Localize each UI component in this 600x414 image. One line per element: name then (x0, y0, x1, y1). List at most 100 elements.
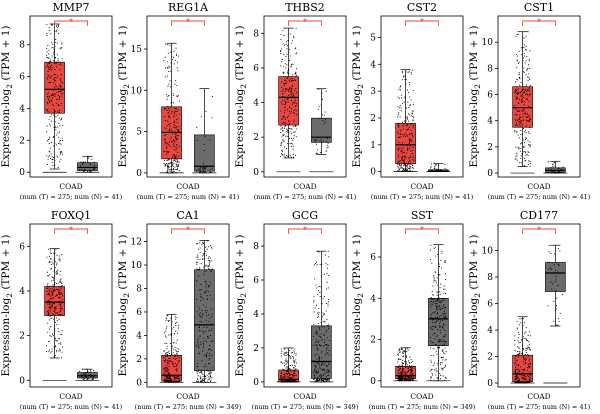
data-point (171, 133, 174, 135)
data-point (292, 79, 294, 81)
data-point (58, 318, 60, 320)
data-point (170, 140, 172, 142)
data-point (164, 141, 166, 143)
significance-marker: * (420, 18, 425, 28)
y-tick-label: 4 (370, 294, 376, 304)
data-point (527, 151, 529, 153)
data-point (327, 326, 330, 328)
data-point (313, 374, 315, 376)
data-point (528, 360, 530, 362)
data-point (285, 370, 288, 372)
data-point (430, 328, 432, 330)
data-point (315, 152, 317, 155)
data-point (46, 125, 48, 127)
data-point (398, 141, 400, 143)
data-point (521, 348, 524, 350)
data-point (440, 309, 442, 311)
data-point (196, 371, 198, 373)
data-point (555, 172, 557, 174)
data-point (173, 380, 175, 382)
data-point (519, 84, 521, 86)
data-point (58, 350, 60, 352)
data-point (52, 67, 54, 69)
data-point (516, 375, 518, 377)
data-point (164, 369, 167, 371)
data-point (280, 143, 282, 145)
data-point (197, 362, 199, 364)
data-point (444, 170, 447, 172)
data-point (203, 149, 205, 152)
data-point (47, 63, 49, 65)
data-point (315, 370, 318, 372)
data-point (209, 168, 212, 171)
data-point (514, 377, 516, 379)
data-point (440, 363, 442, 366)
data-point (316, 358, 318, 360)
data-point (49, 252, 51, 254)
data-point (288, 379, 290, 381)
data-point (318, 335, 320, 337)
data-point (529, 117, 531, 119)
y-tick-label: 6 (19, 242, 25, 252)
y-tick-label: 4 (253, 310, 259, 320)
data-point (432, 294, 434, 296)
data-point (206, 310, 208, 312)
data-point (442, 349, 444, 351)
data-point (430, 298, 432, 300)
data-point (202, 171, 204, 173)
data-point (82, 163, 84, 165)
data-point (53, 283, 55, 285)
data-point (202, 375, 204, 377)
data-point (550, 268, 553, 271)
data-point (323, 296, 325, 298)
data-point (559, 312, 561, 314)
data-point (517, 376, 519, 378)
data-point (326, 281, 328, 283)
data-point (515, 108, 517, 110)
data-point (284, 126, 286, 128)
data-point (317, 108, 319, 110)
data-point (431, 321, 434, 323)
data-point (207, 240, 209, 242)
data-point (170, 102, 172, 104)
data-point (409, 373, 411, 376)
data-point (210, 371, 212, 373)
data-point (209, 330, 211, 332)
data-point (437, 341, 439, 343)
data-point (528, 100, 530, 102)
data-point (527, 76, 529, 78)
data-point (286, 147, 288, 150)
data-point (440, 314, 442, 317)
data-point (166, 369, 168, 371)
data-point (320, 357, 323, 359)
data-point (204, 291, 206, 293)
data-point (291, 42, 293, 44)
data-point (400, 107, 402, 109)
data-point (321, 114, 323, 116)
data-point (525, 338, 527, 340)
data-point (50, 59, 52, 61)
data-point (294, 97, 296, 99)
data-point (280, 65, 282, 67)
y-axis-label: Expression-log2 (TPM + 1) (117, 25, 131, 167)
data-point (294, 100, 296, 102)
data-point (54, 354, 56, 357)
data-point (49, 69, 51, 71)
data-point (167, 52, 169, 54)
data-point (47, 314, 49, 316)
data-point (172, 162, 174, 164)
data-point (558, 171, 560, 173)
significance-bracket: * (405, 226, 439, 236)
data-point (397, 154, 399, 156)
data-point (550, 170, 552, 172)
data-point (315, 284, 317, 286)
data-point (280, 375, 282, 377)
data-point (170, 333, 172, 335)
data-point (525, 358, 527, 360)
data-point (58, 26, 60, 28)
data-point (166, 377, 168, 379)
data-point (167, 105, 169, 107)
data-point (433, 281, 435, 283)
data-point (164, 361, 166, 363)
